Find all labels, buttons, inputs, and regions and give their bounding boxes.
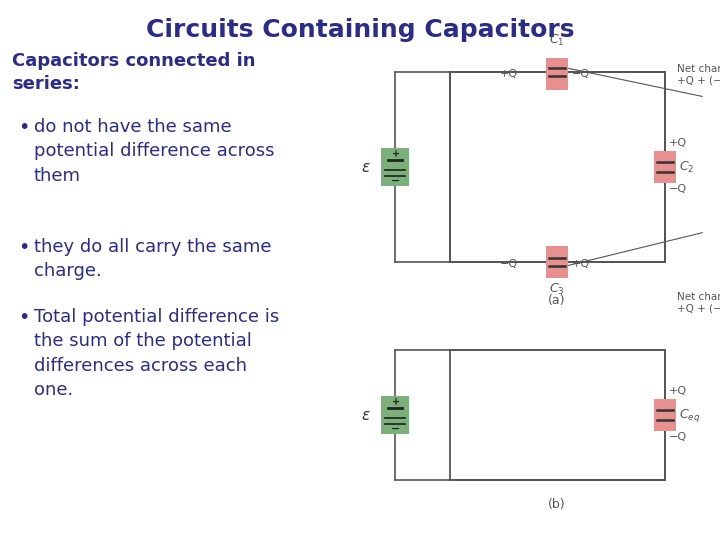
FancyBboxPatch shape [654, 151, 676, 183]
Text: +: + [392, 397, 400, 407]
Text: •: • [18, 238, 30, 257]
Bar [450, 350, 665, 480]
Text: −Q: −Q [500, 259, 518, 269]
Text: $C_1$: $C_1$ [549, 33, 564, 48]
FancyBboxPatch shape [546, 58, 568, 90]
Text: $C_2$: $C_2$ [679, 159, 694, 174]
Text: −Q: −Q [669, 432, 687, 442]
Text: Total potential difference is
the sum of the potential
differences across each
o: Total potential difference is the sum of… [34, 308, 279, 399]
Bar [381, 396, 409, 434]
Text: (b): (b) [548, 498, 566, 511]
Text: Capacitors connected in
series:: Capacitors connected in series: [12, 52, 256, 93]
Text: •: • [18, 308, 30, 327]
Text: $\varepsilon$: $\varepsilon$ [361, 159, 371, 174]
Text: (a): (a) [548, 294, 566, 307]
Text: +Q: +Q [669, 138, 687, 148]
Text: −: − [391, 176, 401, 186]
Text: −Q: −Q [572, 69, 590, 79]
Text: •: • [18, 118, 30, 137]
FancyBboxPatch shape [546, 246, 568, 278]
Text: do not have the same
potential difference across
them: do not have the same potential differenc… [34, 118, 274, 185]
Text: −: − [391, 424, 401, 434]
Text: +Q: +Q [669, 386, 687, 396]
Text: $C_3$: $C_3$ [549, 282, 564, 297]
Text: $C_{eq}$: $C_{eq}$ [679, 407, 701, 423]
FancyBboxPatch shape [654, 399, 676, 431]
Text: $\varepsilon$: $\varepsilon$ [361, 408, 371, 422]
Text: Circuits Containing Capacitors: Circuits Containing Capacitors [145, 18, 575, 42]
Text: they do all carry the same
charge.: they do all carry the same charge. [34, 238, 271, 280]
Text: +Q: +Q [572, 259, 590, 269]
Text: −Q: −Q [669, 184, 687, 194]
Bar [381, 148, 409, 186]
Text: Net charge =
+Q + (−Q) = 0: Net charge = +Q + (−Q) = 0 [677, 64, 720, 86]
Text: +Q: +Q [500, 69, 518, 79]
Bar [450, 72, 665, 262]
Text: +: + [392, 149, 400, 159]
Text: Net charge =
+Q + (−Q) = 0: Net charge = +Q + (−Q) = 0 [677, 292, 720, 314]
